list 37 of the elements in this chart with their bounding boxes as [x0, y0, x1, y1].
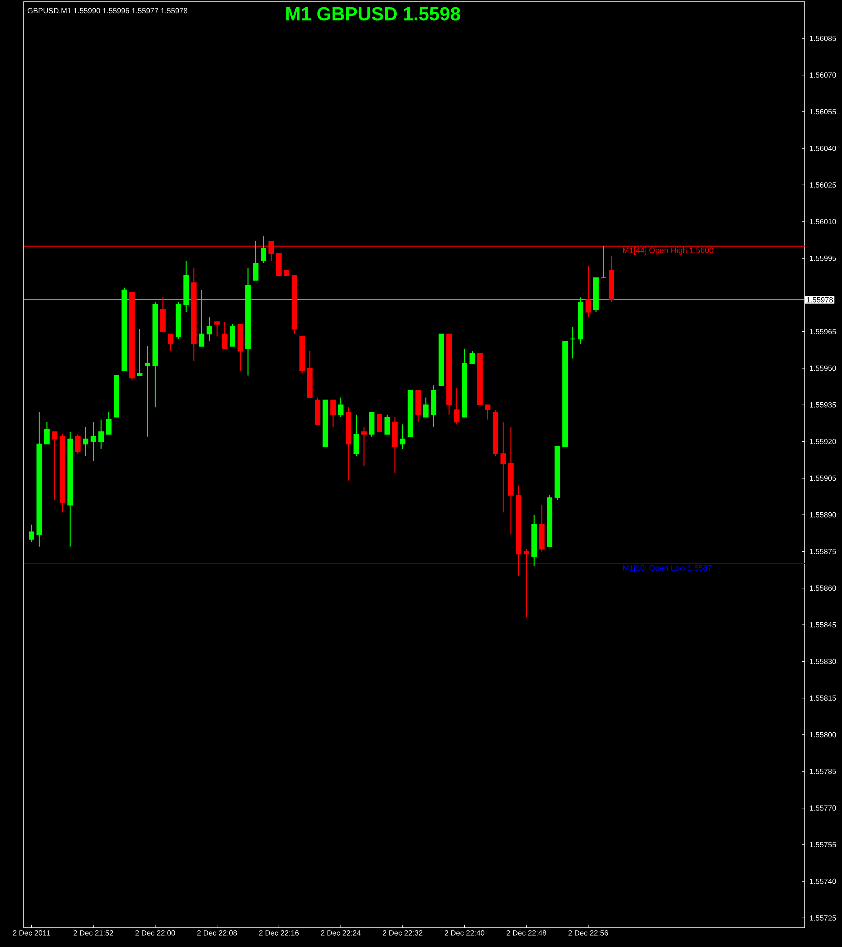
candlestick — [500, 422, 506, 514]
candlestick — [145, 346, 150, 438]
candlestick — [362, 426, 367, 467]
candlestick — [586, 265, 592, 318]
candlestick — [44, 422, 50, 445]
candlestick — [423, 397, 429, 418]
candlestick — [199, 290, 205, 347]
candlestick — [524, 548, 530, 618]
candlestick — [400, 424, 406, 450]
candlestick — [29, 524, 34, 542]
candlestick — [160, 297, 166, 332]
chart-title: M1 GBPUSD 1.5598 — [286, 7, 460, 21]
candlestick — [485, 404, 491, 420]
candlestick — [454, 388, 460, 426]
candlestick — [330, 400, 336, 428]
candlestick — [470, 350, 476, 364]
candlestick — [253, 240, 259, 282]
candlestick — [75, 434, 81, 454]
candlestick — [83, 426, 89, 457]
candlestick — [52, 432, 58, 501]
candlestick — [98, 419, 104, 450]
candlestick — [354, 414, 360, 457]
candlestick — [601, 246, 607, 279]
candlestick — [90, 422, 96, 462]
candlestick — [230, 324, 236, 347]
candlestick — [384, 414, 390, 435]
candlestick — [369, 412, 375, 438]
candlestick — [276, 253, 282, 276]
candlestick — [168, 334, 174, 352]
candlestick — [338, 397, 344, 418]
candlestick — [214, 322, 220, 338]
candlestick — [106, 412, 112, 435]
candlestick — [222, 322, 228, 350]
candlestick — [206, 316, 212, 342]
candlestick — [570, 326, 576, 360]
candlestick — [260, 236, 266, 264]
candlestick — [376, 414, 382, 432]
